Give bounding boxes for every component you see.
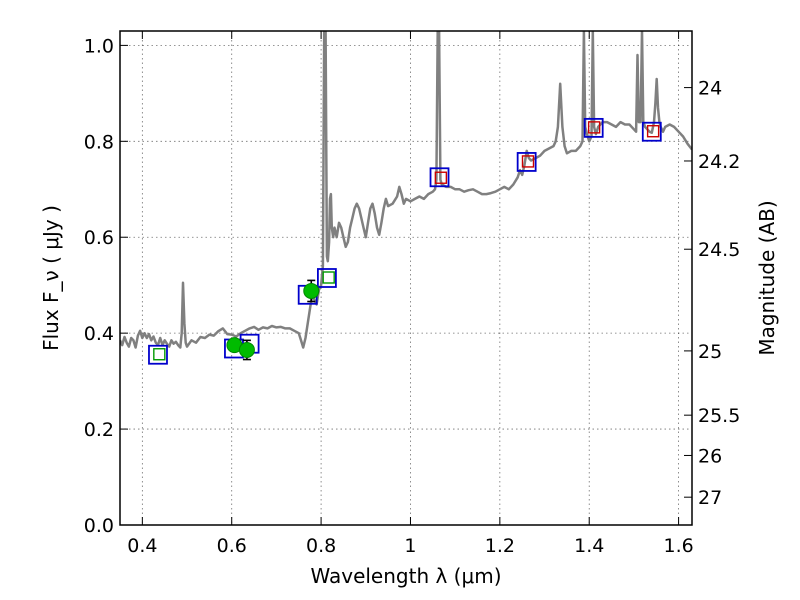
observed-green-point: [303, 282, 320, 299]
y-tick-label: 0.6: [84, 227, 114, 249]
x-tick-label: 1: [404, 535, 416, 557]
plot-frame: [119, 30, 693, 526]
model-flux-box: [516, 152, 537, 172]
x-tick-label: 1.4: [574, 535, 604, 557]
right-tick-label: 25.5: [698, 405, 740, 427]
observed-green-point: [238, 341, 255, 358]
model-flux-box: [641, 121, 662, 142]
observed-green-square: [153, 348, 166, 361]
model-flux-box: [583, 117, 604, 138]
right-axis-label: Magnitude (AB): [755, 200, 779, 355]
right-tick-label: 24: [698, 78, 722, 100]
y-tick-label: 0.0: [84, 515, 114, 537]
right-tick-label: 24.2: [698, 151, 740, 173]
model-flux-box: [148, 344, 168, 365]
y-tick-label: 1.0: [84, 35, 114, 57]
observed-red-square: [646, 125, 660, 138]
right-tick-label: 26: [698, 445, 722, 467]
observed-red-square: [434, 171, 448, 184]
x-tick-label: 1.6: [663, 535, 693, 557]
plot-series: [120, 31, 692, 365]
model-flux-box: [317, 268, 337, 288]
observed-green-square: [322, 271, 335, 284]
x-tick-label: 0.8: [306, 535, 336, 557]
y-tick-label: 0.2: [84, 419, 114, 441]
model-flux-box: [429, 167, 450, 188]
axis-ticks: 0.4 0.6 0.8 1 1.2 1.4 1.6 0.0 0.2 0.4 0.6 0.8 1.0 24 2…: [84, 31, 740, 557]
y-tick-label: 0.4: [84, 323, 114, 345]
right-tick-label: 24.5: [698, 239, 740, 261]
spectrum-line: [120, 31, 692, 349]
x-tick-label: 1.2: [485, 535, 515, 557]
right-tick-label: 27: [698, 487, 722, 509]
x-tick-label: 0.6: [217, 535, 247, 557]
observed-red-square: [587, 121, 601, 134]
x-tick-label: 0.4: [127, 535, 157, 557]
observed-red-square: [521, 155, 535, 168]
y-axis-label: Flux F_ν ( μJy ): [39, 205, 63, 351]
right-tick-label: 25: [698, 341, 722, 363]
grid: [120, 31, 692, 526]
x-axis-label: Wavelength λ (μm): [310, 564, 501, 588]
y-tick-label: 0.8: [84, 131, 114, 153]
